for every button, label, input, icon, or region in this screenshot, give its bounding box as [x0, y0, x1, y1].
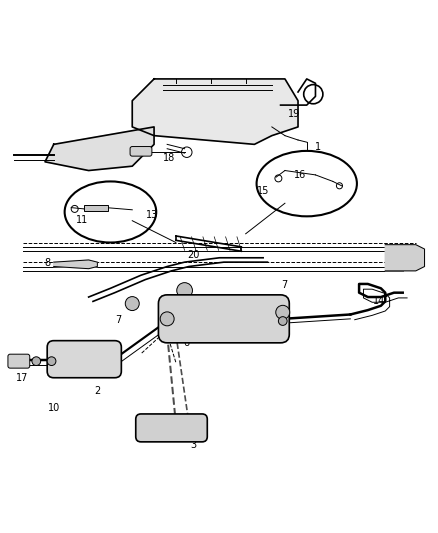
Text: 17: 17: [16, 373, 28, 383]
Text: 7: 7: [115, 314, 121, 325]
Text: 14: 14: [372, 296, 384, 306]
Text: 1: 1: [314, 142, 320, 151]
Polygon shape: [53, 260, 97, 269]
FancyBboxPatch shape: [130, 147, 152, 156]
Circle shape: [278, 317, 286, 325]
Text: 19: 19: [287, 109, 299, 119]
Text: 8: 8: [44, 258, 50, 268]
FancyBboxPatch shape: [135, 414, 207, 442]
Text: 3: 3: [190, 440, 196, 450]
Circle shape: [275, 305, 289, 319]
Text: 2: 2: [94, 386, 100, 396]
Polygon shape: [132, 79, 297, 144]
Text: 9: 9: [255, 320, 261, 330]
FancyBboxPatch shape: [47, 341, 121, 378]
Polygon shape: [45, 127, 154, 171]
Circle shape: [47, 357, 56, 366]
Polygon shape: [385, 245, 424, 271]
Text: 7: 7: [280, 280, 286, 290]
Text: 18: 18: [163, 154, 175, 163]
Circle shape: [32, 357, 41, 366]
Text: 10: 10: [47, 403, 60, 413]
FancyBboxPatch shape: [158, 295, 289, 343]
Text: 10: 10: [267, 308, 278, 317]
Bar: [84, 205, 108, 211]
Text: 13: 13: [145, 211, 158, 221]
Text: 5: 5: [207, 298, 213, 309]
Text: 6: 6: [183, 338, 189, 348]
Circle shape: [125, 296, 139, 311]
Text: 16: 16: [293, 170, 306, 180]
Text: 11: 11: [76, 215, 88, 225]
Circle shape: [160, 312, 174, 326]
FancyBboxPatch shape: [8, 354, 30, 368]
Text: 20: 20: [187, 250, 199, 260]
Text: 15: 15: [256, 187, 268, 197]
Circle shape: [177, 282, 192, 298]
